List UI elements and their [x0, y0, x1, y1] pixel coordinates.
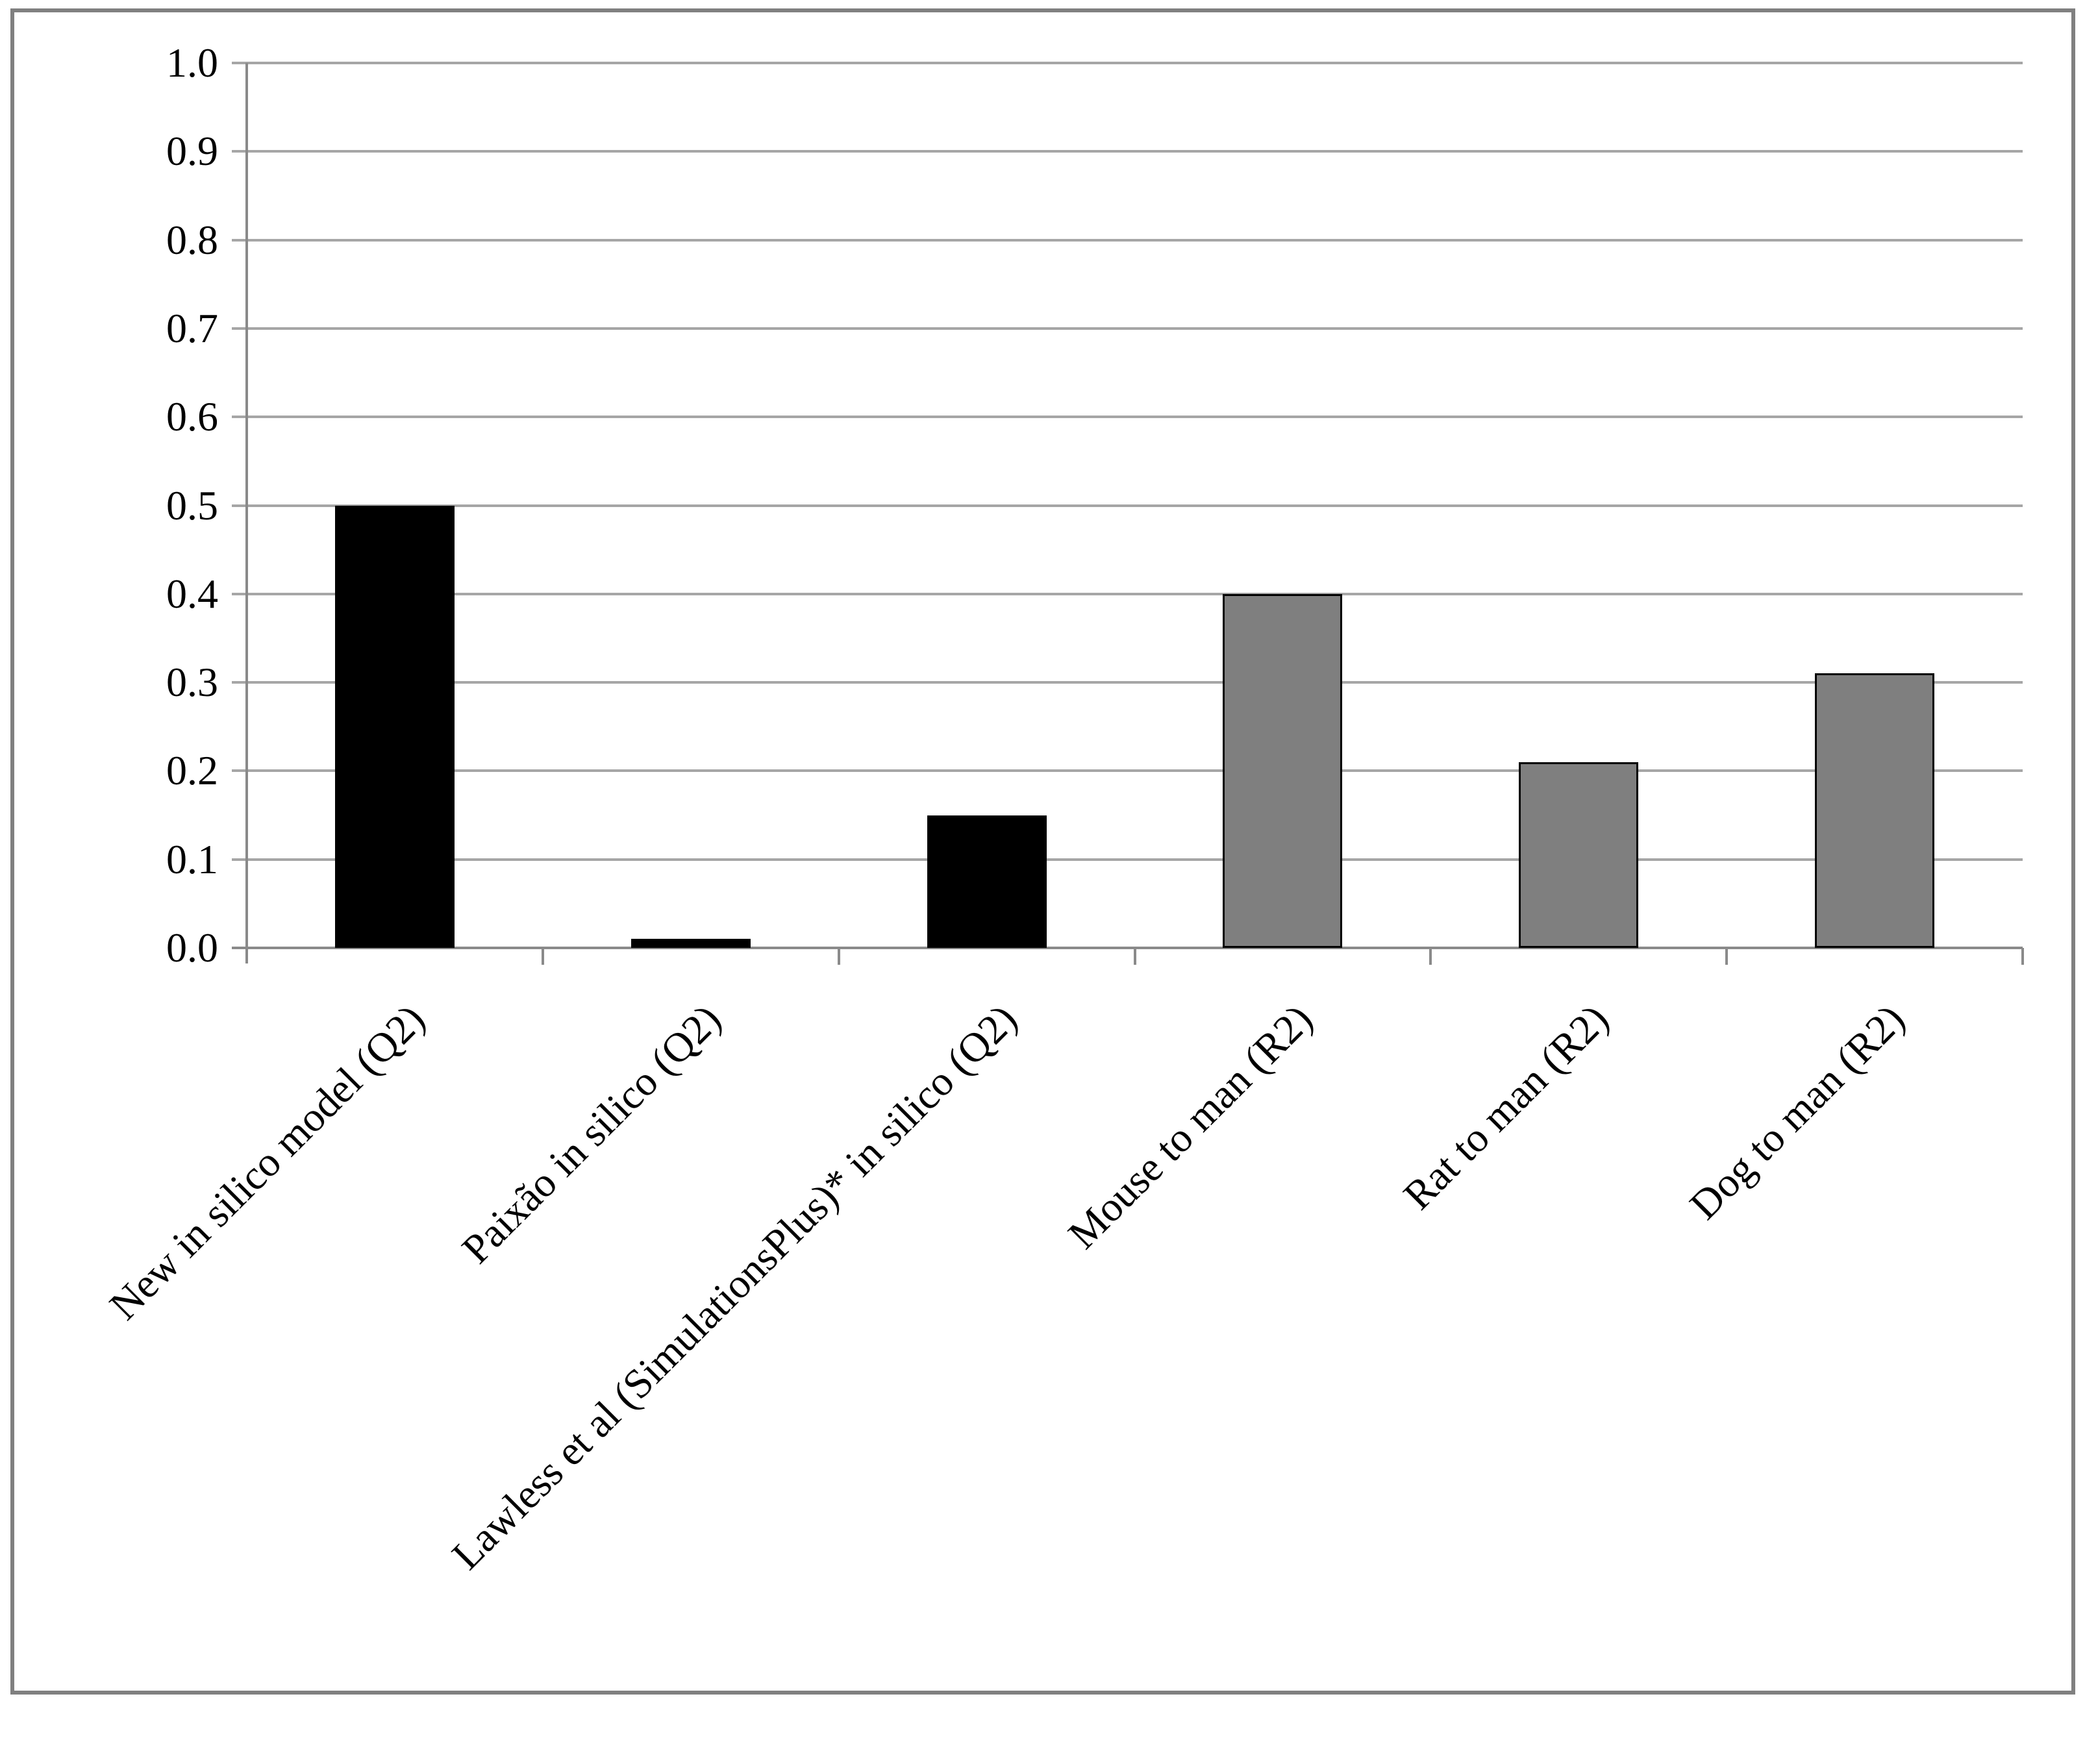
- category-tick: [1429, 948, 1432, 965]
- y-tick-label: 0.6: [166, 393, 218, 440]
- y-tick-label: 0.7: [166, 304, 218, 351]
- gridline-0.5: [232, 504, 2023, 507]
- bar-1: [334, 505, 455, 948]
- x-axis-line: [232, 947, 2023, 949]
- bar-5: [1519, 762, 1639, 948]
- category-tick: [1133, 948, 1136, 965]
- gridline-0.7: [232, 327, 2023, 330]
- gridline-0.4: [232, 592, 2023, 595]
- y-tick-label: 0.3: [166, 659, 218, 706]
- chart-figure: 0.0 0.1 0.2 0.3 0.4 0.5 0.6 0.7 0.8 0.9 1.0 New in…: [10, 8, 2075, 1695]
- bar-2: [630, 939, 751, 948]
- y-tick-label: 0.0: [166, 925, 218, 971]
- gridline-0.6: [232, 416, 2023, 419]
- gridline-0.3: [232, 681, 2023, 684]
- category-tick: [541, 948, 544, 965]
- gridline-1.0: [232, 62, 2023, 64]
- y-tick-label: 0.2: [166, 747, 218, 794]
- y-tick-label: 0.1: [166, 836, 218, 882]
- y-tick-label: 0.8: [166, 216, 218, 263]
- bar-4: [1223, 593, 1343, 948]
- y-axis-line: [245, 63, 248, 963]
- gridline-0.9: [232, 150, 2023, 153]
- category-tick: [837, 948, 840, 965]
- plot-area: [232, 62, 2024, 965]
- gridline-0.2: [232, 769, 2023, 773]
- y-tick-label: 0.5: [166, 482, 218, 528]
- gridline-0.1: [232, 858, 2023, 861]
- y-tick-label: 1.0: [166, 40, 218, 86]
- y-tick-label: 0.4: [166, 570, 218, 617]
- category-tick: [1725, 948, 1729, 965]
- category-tick: [2021, 948, 2024, 965]
- gridline-0.8: [232, 238, 2023, 242]
- bar-6: [1815, 673, 1935, 948]
- bar-3: [927, 815, 1047, 948]
- y-tick-label: 0.9: [166, 128, 218, 175]
